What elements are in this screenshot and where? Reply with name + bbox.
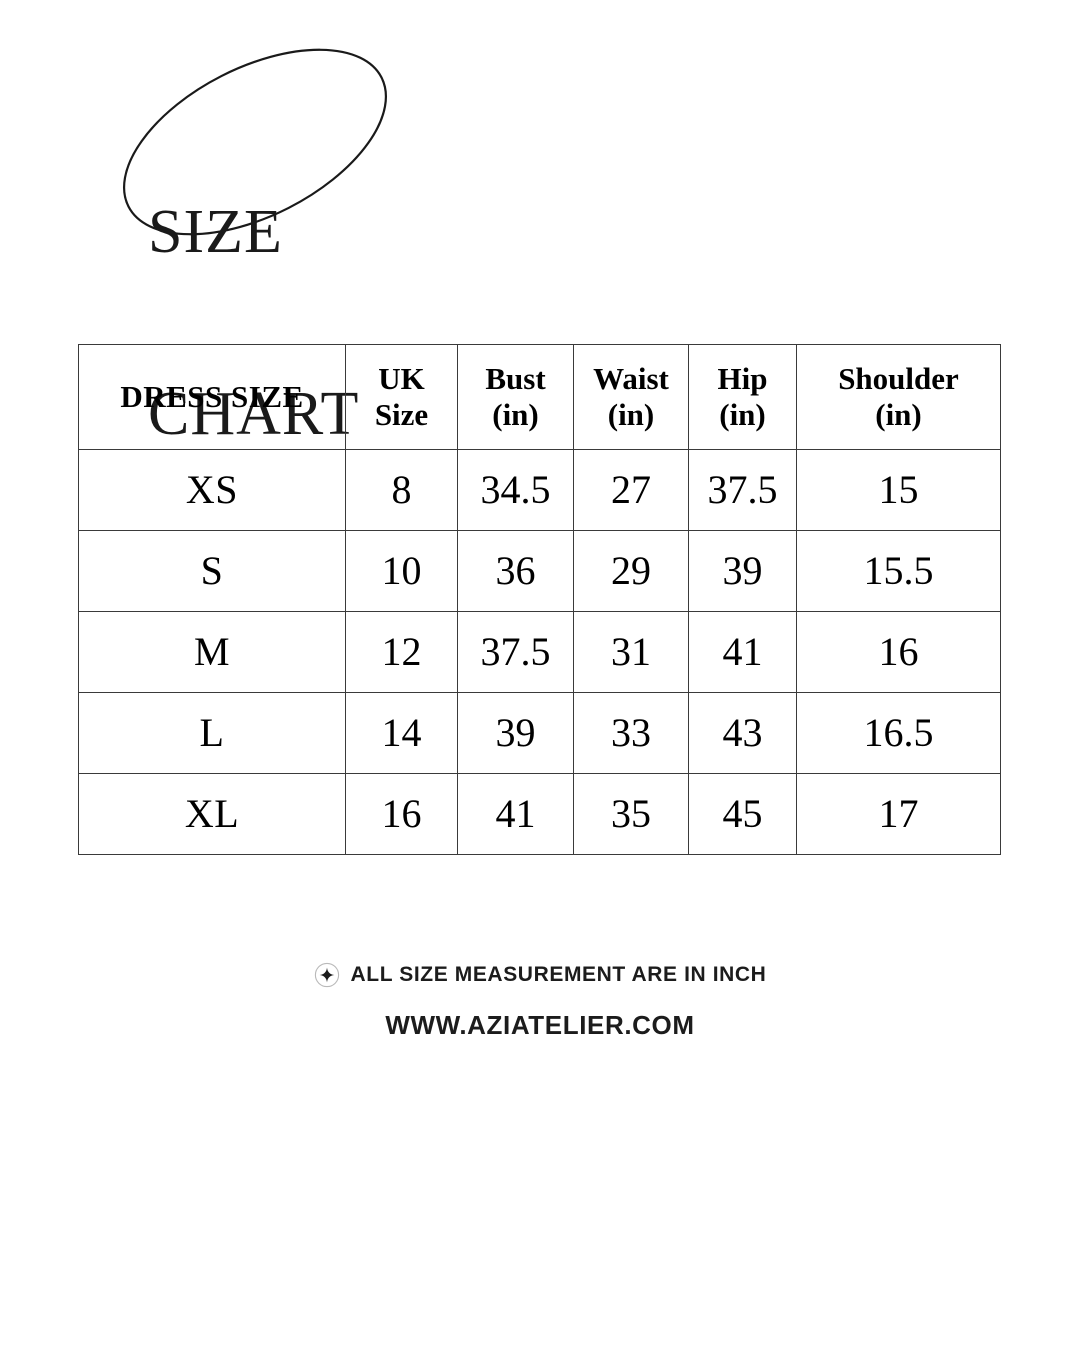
cell-hip: 41 [688, 611, 797, 693]
table-row: XL 16 41 35 45 17 [78, 773, 1001, 855]
column-header-uk-size: UK Size [345, 344, 458, 450]
page-title-block: SIZE CHART [110, 25, 400, 445]
cell-dress-size: L [78, 692, 346, 774]
column-header-bust-line-2: (in) [492, 397, 539, 432]
cell-shoulder: 16 [796, 611, 1001, 693]
cell-dress-size: XS [78, 449, 346, 531]
footer: ALL SIZE MEASUREMENT ARE IN INCH WWW.AZI… [0, 962, 1080, 1041]
column-header-hip-line-2: (in) [719, 397, 766, 432]
footer-url: WWW.AZIATELIER.COM [385, 1010, 695, 1040]
table-row: L 14 39 33 43 16.5 [78, 692, 1001, 774]
cell-waist: 27 [573, 449, 689, 531]
cell-dress-size: M [78, 611, 346, 693]
column-header-bust-line-1: Bust [485, 361, 546, 397]
cell-hip: 43 [688, 692, 797, 774]
footer-note-text: ALL SIZE MEASUREMENT ARE IN INCH [350, 963, 767, 986]
cell-bust: 37.5 [457, 611, 574, 693]
footer-note-row: ALL SIZE MEASUREMENT ARE IN INCH [0, 962, 1080, 988]
cell-waist: 33 [573, 692, 689, 774]
cell-dress-size: XL [78, 773, 346, 855]
cell-hip: 39 [688, 530, 797, 612]
cell-hip: 45 [688, 773, 797, 855]
cell-dress-size: S [78, 530, 346, 612]
column-header-shoulder-line-1: Shoulder [838, 361, 959, 397]
column-header-waist: Waist (in) [573, 344, 689, 450]
cell-waist: 35 [573, 773, 689, 855]
cell-waist: 29 [573, 530, 689, 612]
cell-uk-size: 12 [345, 611, 458, 693]
size-chart-table-container: DRESS SIZE UK Size Bust (in) Waist (in) … [78, 344, 1001, 855]
cell-uk-size: 16 [345, 773, 458, 855]
column-header-bust: Bust (in) [457, 344, 574, 450]
cell-bust: 41 [457, 773, 574, 855]
column-header-hip: Hip (in) [688, 344, 797, 450]
table-row: S 10 36 29 39 15.5 [78, 530, 1001, 612]
column-header-uk-size-line-1: UK [378, 361, 425, 397]
cell-uk-size: 14 [345, 692, 458, 774]
column-header-dress-size: DRESS SIZE [78, 344, 346, 450]
table-row: XS 8 34.5 27 37.5 15 [78, 449, 1001, 531]
size-chart-table: DRESS SIZE UK Size Bust (in) Waist (in) … [78, 344, 1001, 855]
column-header-dress-size-label: DRESS SIZE [120, 379, 304, 415]
cell-uk-size: 10 [345, 530, 458, 612]
table-header-row: DRESS SIZE UK Size Bust (in) Waist (in) … [78, 344, 1001, 450]
cell-uk-size: 8 [345, 449, 458, 531]
column-header-waist-line-1: Waist [593, 361, 669, 397]
column-header-waist-line-2: (in) [607, 397, 655, 432]
column-header-shoulder: Shoulder (in) [796, 344, 1001, 450]
column-header-shoulder-line-2: (in) [875, 397, 922, 432]
cell-shoulder: 15 [796, 449, 1001, 531]
cell-hip: 37.5 [688, 449, 797, 531]
page-title-line-1: SIZE [148, 197, 283, 266]
cell-shoulder: 17 [796, 773, 1001, 855]
table-row: M 12 37.5 31 41 16 [78, 611, 1001, 693]
sparkle-icon [314, 962, 339, 988]
cell-shoulder: 16.5 [796, 692, 1001, 774]
column-header-hip-line-1: Hip [717, 361, 768, 397]
column-header-uk-size-line-2: Size [374, 397, 429, 432]
cell-shoulder: 15.5 [796, 530, 1001, 612]
cell-waist: 31 [573, 611, 689, 693]
cell-bust: 39 [457, 692, 574, 774]
cell-bust: 34.5 [457, 449, 574, 531]
cell-bust: 36 [457, 530, 574, 612]
